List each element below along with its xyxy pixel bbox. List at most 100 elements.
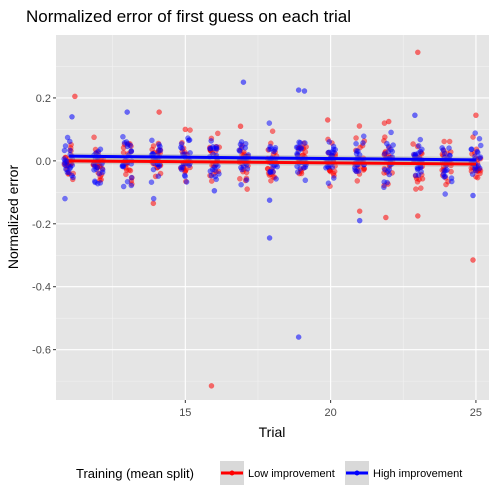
outlier-point-high-improvement xyxy=(211,187,218,194)
data-point-high-improvement xyxy=(323,165,329,171)
data-point-high-improvement xyxy=(63,166,69,172)
y-tick-label: 0.2 xyxy=(36,93,51,105)
data-point-low-improvement xyxy=(244,186,250,192)
data-point-low-improvement xyxy=(356,123,363,129)
data-point-high-improvement xyxy=(469,171,476,177)
data-point-high-improvement xyxy=(475,163,481,169)
data-point-high-improvement xyxy=(326,139,333,145)
data-point-high-improvement xyxy=(128,182,135,189)
data-point-low-improvement xyxy=(268,177,274,184)
data-point-high-improvement xyxy=(274,163,281,170)
legend-label-low-improvement: Low improvement xyxy=(248,468,335,480)
y-tick-label: 0.0 xyxy=(36,156,51,168)
outlier-point-low-improvement xyxy=(415,49,421,56)
data-point-low-improvement xyxy=(419,175,426,182)
legend-point-high-improvement xyxy=(354,470,360,476)
data-point-low-improvement xyxy=(353,135,359,141)
data-point-high-improvement xyxy=(355,168,362,174)
data-point-high-improvement xyxy=(385,168,391,174)
outlier-point-high-improvement xyxy=(295,334,302,340)
data-point-high-improvement xyxy=(178,141,185,147)
data-point-high-improvement xyxy=(415,143,422,149)
data-point-high-improvement xyxy=(442,191,449,197)
data-point-high-improvement xyxy=(294,169,301,175)
data-point-high-improvement xyxy=(446,145,452,151)
data-point-high-improvement xyxy=(65,162,71,168)
data-point-high-improvement xyxy=(389,148,396,155)
data-point-high-improvement xyxy=(302,164,309,170)
outlier-point-high-improvement xyxy=(412,112,418,119)
data-point-high-improvement xyxy=(440,171,447,178)
legend-item-low-improvement: Low improvement xyxy=(220,461,335,485)
data-point-low-improvement xyxy=(187,127,193,133)
data-point-high-improvement xyxy=(381,151,388,157)
data-point-high-improvement xyxy=(330,143,337,150)
data-point-high-improvement xyxy=(475,149,481,156)
data-point-high-improvement xyxy=(355,148,361,154)
outlier-point-low-improvement xyxy=(470,257,476,263)
legend: Training (mean split) Low improvement Hi… xyxy=(76,461,462,485)
data-point-low-improvement xyxy=(208,178,215,184)
y-axis-title: Normalized error xyxy=(5,165,21,270)
data-point-low-improvement xyxy=(237,175,243,182)
data-point-high-improvement xyxy=(238,181,244,188)
outlier-point-low-improvement xyxy=(150,200,157,207)
data-point-high-improvement xyxy=(67,147,73,154)
outlier-point-low-improvement xyxy=(208,383,215,389)
data-point-low-improvement xyxy=(410,141,416,147)
data-point-high-improvement xyxy=(128,148,135,155)
data-point-high-improvement xyxy=(62,143,69,149)
data-point-high-improvement xyxy=(360,133,367,139)
data-point-high-improvement xyxy=(99,169,106,175)
data-point-high-improvement xyxy=(385,143,392,150)
legend-item-high-improvement: High improvement xyxy=(345,461,462,485)
data-point-high-improvement xyxy=(216,171,222,177)
data-point-low-improvement xyxy=(123,171,129,178)
data-point-low-improvement xyxy=(382,134,388,140)
x-tick-label: 25 xyxy=(470,407,482,419)
data-point-high-improvement xyxy=(94,164,101,171)
data-point-low-improvement xyxy=(474,174,481,181)
data-point-high-improvement xyxy=(62,157,69,164)
data-point-high-improvement xyxy=(156,147,162,154)
x-tick-label: 15 xyxy=(179,407,191,419)
outlier-point-low-improvement xyxy=(473,112,479,119)
data-point-low-improvement xyxy=(269,128,276,135)
data-point-high-improvement xyxy=(360,140,366,146)
outlier-point-low-improvement xyxy=(182,126,189,133)
data-point-high-improvement xyxy=(149,137,155,144)
data-point-high-improvement xyxy=(120,163,127,170)
data-point-high-improvement xyxy=(148,179,155,185)
outlier-point-low-improvement xyxy=(72,93,78,100)
data-point-low-improvement xyxy=(418,185,424,191)
data-point-low-improvement xyxy=(446,138,453,145)
data-point-high-improvement xyxy=(128,174,135,181)
x-axis-title: Trial xyxy=(259,424,286,440)
outlier-point-high-improvement xyxy=(295,87,302,93)
outlier-point-low-improvement xyxy=(385,118,392,125)
outlier-point-low-improvement xyxy=(237,123,244,130)
data-point-high-improvement xyxy=(468,146,475,152)
y-tick-label: -0.4 xyxy=(32,282,51,294)
outlier-point-low-improvement xyxy=(156,109,162,115)
outlier-point-high-improvement xyxy=(266,235,273,241)
data-point-high-improvement xyxy=(238,139,245,145)
data-point-high-improvement xyxy=(150,195,157,202)
data-point-low-improvement xyxy=(214,130,221,137)
data-point-high-improvement xyxy=(242,144,249,151)
outlier-point-low-improvement xyxy=(415,213,421,219)
data-point-low-improvement xyxy=(413,186,419,192)
data-point-high-improvement xyxy=(213,144,220,150)
outlier-point-low-improvement xyxy=(324,117,331,123)
data-point-high-improvement xyxy=(441,150,448,157)
outlier-point-high-improvement xyxy=(69,114,75,120)
data-point-high-improvement xyxy=(476,135,483,142)
outlier-point-low-improvement xyxy=(383,214,389,221)
legend-title: Training (mean split) xyxy=(76,466,194,481)
data-point-high-improvement xyxy=(239,166,245,173)
legend-point-low-improvement xyxy=(229,470,235,476)
plot-panel xyxy=(56,35,489,400)
y-tick-label: -0.6 xyxy=(32,345,51,357)
data-point-high-improvement xyxy=(243,177,250,183)
data-point-high-improvement xyxy=(120,133,126,140)
